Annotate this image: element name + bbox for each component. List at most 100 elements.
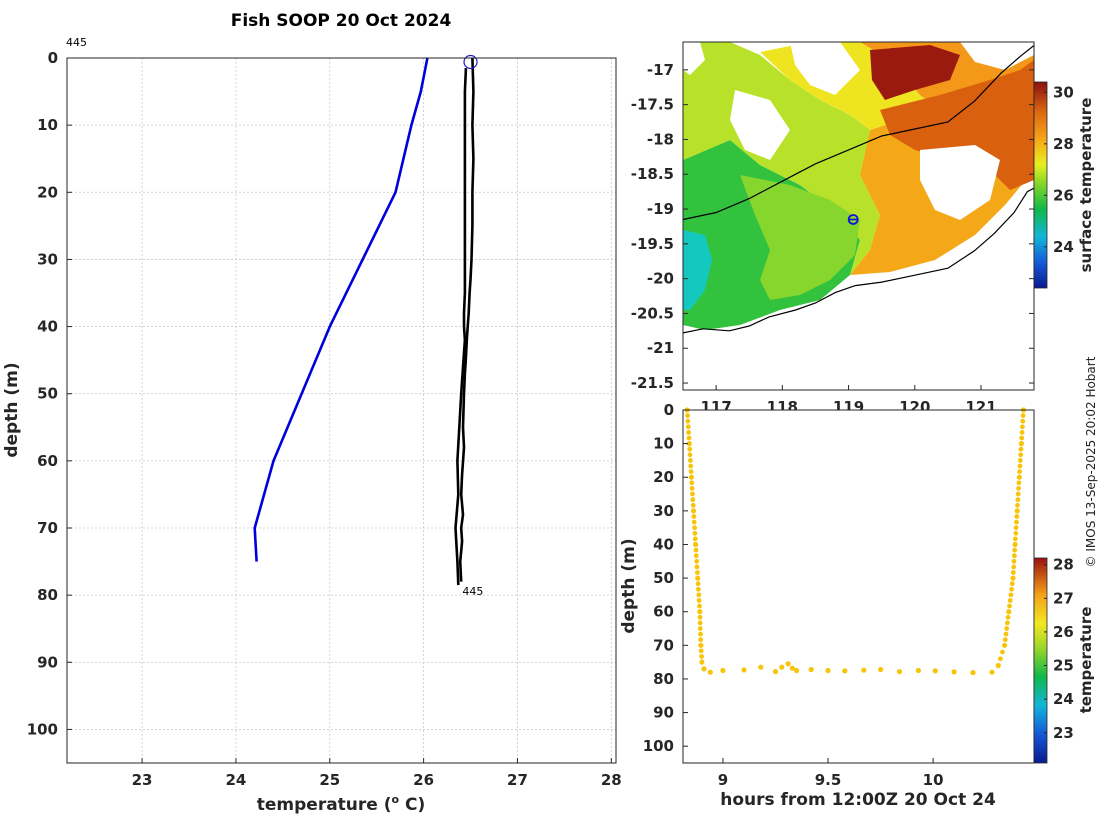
profile-y-tick-label: 100 [27,720,58,738]
map-y-tick-label: -21 [647,339,674,357]
depth-time-point [689,480,695,486]
depth-time-point [697,603,702,609]
depth-time-y-tick-label: 30 [653,502,674,520]
depth-time-point [1012,541,1018,548]
map-y-tick-label: -17.5 [631,96,674,114]
depth-time-plot: 9 9.5 10 0 10 20 30 40 50 60 70 80 90 100 hours from… [619,401,1095,810]
surface-temperature-colorbar-label: surface temperature [1077,98,1095,273]
map-y-tick-label: -19 [647,200,674,218]
profile-y-tick-label: 10 [37,116,58,134]
depth-time-point [1018,441,1024,447]
depth-time-y-tick-label: 40 [653,535,674,553]
depth-time-y-tick-label: 50 [653,569,674,587]
depth-time-y-tick-label: 80 [653,670,674,688]
depth-time-y-tick-label: 0 [664,401,674,419]
contour-line [683,45,1034,221]
depth-time-point [1013,530,1019,536]
map-y-tick-label: -20.5 [631,304,674,322]
depth-time-point [694,558,700,564]
depth-time-point [690,497,696,503]
depth-time-point [698,648,704,654]
profile-y-tick-label: 80 [37,586,58,604]
map-y-tick-label: -18 [647,130,674,148]
depth-time-point [1016,486,1021,491]
map-y-tick-label: -17 [647,61,674,79]
profile-plot-area [67,58,616,763]
depth-time-y-ticks: 0 10 20 30 40 50 60 70 80 90 100 [643,401,688,755]
profile-x-tick-label: 24 [225,771,246,789]
land [683,188,1034,390]
profile-bottom-label: 445 [462,585,483,598]
depth-time-point [1020,424,1025,430]
surface-temperature-colorbar [1033,81,1048,289]
profile-series-ascent [454,68,468,586]
profile-x-axis-label: temperature (o C) [257,793,426,815]
depth-time-point [808,666,814,673]
temperature-colorbar-tick-label: 26 [1053,623,1074,641]
cloud-gap-north-west [683,42,705,75]
temperature-colorbar-tick-label: 28 [1053,556,1074,574]
depth-time-point [1009,586,1014,592]
depth-time-point [692,536,698,542]
depth-time-point [1007,603,1012,609]
depth-time-point [741,667,747,673]
depth-time-y-tick-label: 20 [653,468,674,486]
depth-time-point [793,667,800,674]
depth-time-x-tick-label: 9.5 [815,771,842,789]
depth-time-point [785,661,791,667]
depth-time-point [1016,480,1022,486]
profile-start-marker [463,54,478,70]
depth-time-point [1013,536,1018,542]
profile-y-tick-label: 40 [37,318,58,336]
depth-time-point [1010,570,1016,575]
profile-y-tick-label: 30 [37,250,58,268]
depth-time-point [1014,519,1019,525]
depth-time-point [692,530,698,536]
map-y-tick-label: -20 [647,270,674,288]
surface-colorbar-tick-label: 28 [1053,135,1074,153]
depth-time-point [1014,514,1020,519]
cloud-gap-east [920,145,1000,220]
depth-time-point [720,667,726,674]
depth-time-point [690,491,695,497]
depth-time-point [989,669,995,675]
depth-time-point [685,424,691,430]
profile-series-descent [458,57,475,582]
imos-credit: © IMOS 13-Sep-2025 20:02 Hobart [1084,356,1098,567]
depth-time-point [688,469,694,474]
map-plot: 117 118 119 120 121 -17-17.5-18-18.5-19-19.5… [631,41,1095,416]
depth-time-point [1011,564,1017,570]
depth-time-point [1012,547,1018,553]
depth-time-point [998,656,1003,662]
depth-time-points [684,407,1027,676]
sst-field-yellowgreen [683,42,880,275]
profile-x-ticks: 23 24 25 26 27 28 [132,758,622,789]
depth-time-point [1018,452,1024,458]
station-marker [847,214,859,225]
depth-time-point [693,547,699,553]
depth-time-y-tick-label: 90 [653,704,674,722]
depth-time-point [779,664,785,670]
depth-time-point [1008,592,1014,598]
profile-y-tick-label: 50 [37,385,58,403]
depth-time-point [686,435,692,441]
depth-time-point [1002,642,1008,648]
profile-frame [66,57,617,764]
depth-time-point [915,667,922,674]
depth-time-point [1017,469,1022,474]
depth-time-point [693,541,699,548]
depth-time-point [697,614,703,620]
depth-time-point [691,519,697,525]
depth-time-point [995,662,1001,669]
depth-time-point [688,474,695,480]
depth-time-point [1015,497,1021,503]
depth-time-point [1020,418,1026,424]
depth-time-y-axis-label: depth (m) [619,538,639,633]
temperature-colorbar-label: temperature [1077,607,1095,714]
depth-time-point [698,642,704,648]
depth-time-point [1003,631,1009,637]
depth-time-point [1005,620,1010,626]
depth-time-y-tick-label: 100 [643,737,674,755]
depth-time-point [686,441,692,447]
